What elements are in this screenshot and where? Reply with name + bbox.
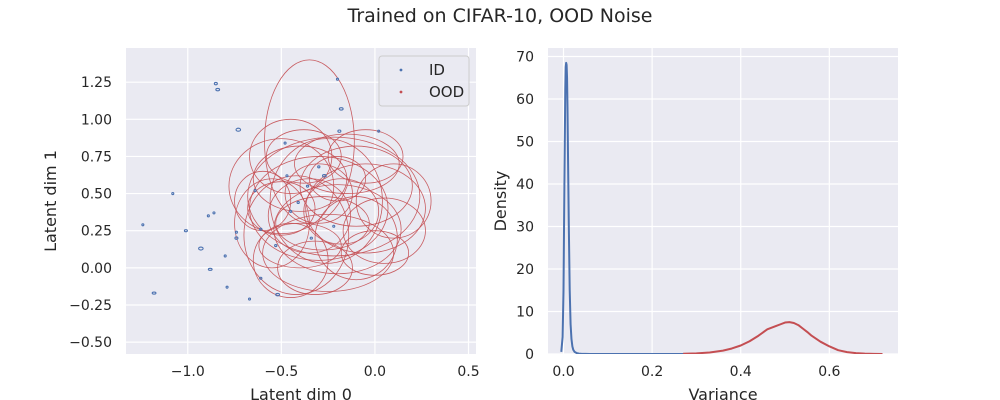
id-point — [141, 223, 145, 227]
ood-point — [252, 222, 329, 298]
id-point — [207, 267, 213, 271]
density-x-tick-label: 0.4 — [730, 364, 752, 380]
id-point — [335, 77, 340, 81]
ood-point — [305, 163, 426, 254]
scatter-x-tick-label: 0.5 — [457, 364, 479, 380]
ood-point — [275, 196, 370, 251]
id-point — [259, 276, 263, 280]
ood-density-line — [683, 321, 883, 354]
density-y-tick-label: 60 — [516, 92, 534, 108]
id-point — [198, 246, 204, 251]
scatter-x-axis-label: Latent dim 0 — [250, 385, 352, 400]
id-point — [223, 254, 227, 258]
density-y-tick-label: 20 — [516, 262, 534, 278]
id-point — [247, 297, 252, 301]
id-point — [309, 236, 313, 240]
id-point — [234, 236, 239, 240]
id-point — [183, 229, 188, 233]
figure-title: Trained on CIFAR-10, OOD Noise — [347, 5, 653, 27]
id-point — [215, 87, 221, 92]
scatter-y-tick-label: 0.25 — [81, 224, 112, 240]
density-axes: 0.0 0.2 0.4 0.6 0 10 20 30 40 50 60 70 Variance Den… — [491, 48, 898, 400]
density-y-tick-label: 0 — [525, 347, 534, 363]
id-point — [317, 165, 321, 169]
id-point — [171, 192, 175, 196]
ood-point — [269, 138, 383, 264]
id-point — [151, 291, 157, 295]
id-point — [259, 227, 263, 231]
id-point — [274, 244, 278, 248]
id-point — [296, 200, 300, 205]
scatter-y-tick-label: 0.00 — [81, 261, 112, 277]
scatter-y-tick-label: −0.50 — [69, 335, 112, 351]
scatter-x-tick-label: −0.5 — [264, 364, 298, 380]
id-point — [332, 224, 336, 228]
scatter-axes: −1.0 −0.5 0.0 0.5 −0.50 −0.25 0.00 0.25 0.50 0.75… — [41, 48, 480, 400]
legend-ood-marker — [399, 90, 403, 94]
scatter-y-tick-label: −0.25 — [69, 298, 112, 314]
id-point — [212, 211, 216, 215]
id-point — [285, 174, 289, 178]
density-plot-area — [548, 48, 898, 354]
ood-point — [273, 184, 402, 275]
ood-point — [247, 181, 316, 236]
density-x-tick-label: 0.2 — [641, 364, 663, 380]
ood-point — [355, 163, 432, 239]
ood-point — [262, 213, 395, 293]
scatter-y-tick-label: 1.25 — [81, 75, 112, 91]
id-point — [337, 129, 342, 133]
id-point — [275, 292, 281, 297]
id-point — [253, 189, 257, 193]
ood-point — [243, 175, 350, 295]
scatter-y-tick-label: 1.00 — [81, 112, 112, 128]
scatter-ticks: −1.0 −0.5 0.0 0.5 −0.50 −0.25 0.00 0.25 0.50 0.75… — [69, 75, 480, 380]
id-point — [305, 184, 310, 188]
density-x-tick-label: 0.0 — [552, 364, 574, 380]
density-y-tick-label: 30 — [516, 220, 534, 236]
scatter-x-tick-label: −1.0 — [171, 364, 205, 380]
ood-point — [258, 222, 342, 269]
scatter-x-tick-label: 0.0 — [364, 364, 386, 380]
density-marks — [560, 61, 883, 354]
density-y-tick-label: 40 — [516, 177, 534, 193]
legend-id-label: ID — [429, 61, 445, 79]
id-point — [338, 107, 344, 111]
density-grid — [548, 48, 898, 355]
id-point — [321, 174, 327, 178]
id-point — [206, 214, 210, 218]
density-y-tick-label: 10 — [516, 305, 534, 321]
legend-id-marker — [399, 68, 403, 72]
scatter-marks — [141, 59, 432, 301]
legend: ID OOD — [378, 55, 470, 107]
id-point — [225, 285, 229, 289]
density-y-tick-label: 70 — [516, 50, 534, 66]
ood-point — [342, 197, 426, 264]
ood-point — [327, 129, 404, 184]
id-point — [234, 230, 238, 234]
id-point — [283, 141, 287, 145]
scatter-y-tick-label: 0.75 — [81, 149, 112, 165]
id-point — [289, 209, 293, 213]
id-point — [377, 129, 381, 133]
id-density-line — [560, 61, 697, 354]
id-point — [213, 81, 218, 86]
density-y-tick-label: 50 — [516, 135, 534, 151]
ood-point — [247, 136, 421, 257]
legend-box — [378, 55, 470, 107]
density-x-tick-label: 0.6 — [818, 364, 840, 380]
id-point — [235, 127, 242, 132]
legend-ood-label: OOD — [429, 83, 464, 101]
scatter-y-tick-label: 0.50 — [81, 187, 112, 203]
density-ticks: 0.0 0.2 0.4 0.6 0 10 20 30 40 50 60 70 — [516, 50, 840, 381]
density-y-axis-label: Density — [491, 171, 510, 232]
scatter-y-axis-label: Latent dim 1 — [41, 150, 60, 252]
density-x-axis-label: Variance — [688, 385, 757, 400]
ood-point — [249, 118, 333, 194]
